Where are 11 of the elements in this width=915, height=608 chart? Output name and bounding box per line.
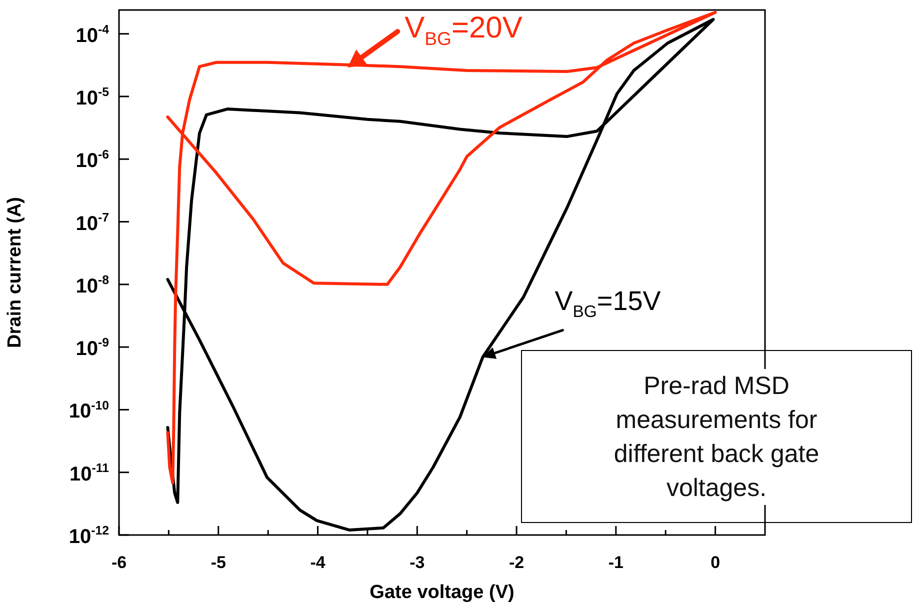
annotation: Pre-rad MSD measurements for different back gate voltages. <box>584 368 849 504</box>
x-tick-label: -1 <box>608 553 624 572</box>
y-axis-title: Drain current (A) <box>4 197 26 348</box>
note-box: Pre-rad MSD measurements for different back gate voltages. <box>521 350 912 523</box>
x-tick-label: 0 <box>710 553 720 572</box>
x-tick-label: -6 <box>111 553 127 572</box>
x-tick-label: -2 <box>508 553 524 572</box>
x-tick-label: -3 <box>410 553 425 572</box>
x-axis-title: Gate voltage (V) <box>370 582 514 603</box>
x-tick-label: -4 <box>310 553 326 572</box>
x-tick-label: -5 <box>210 553 226 572</box>
